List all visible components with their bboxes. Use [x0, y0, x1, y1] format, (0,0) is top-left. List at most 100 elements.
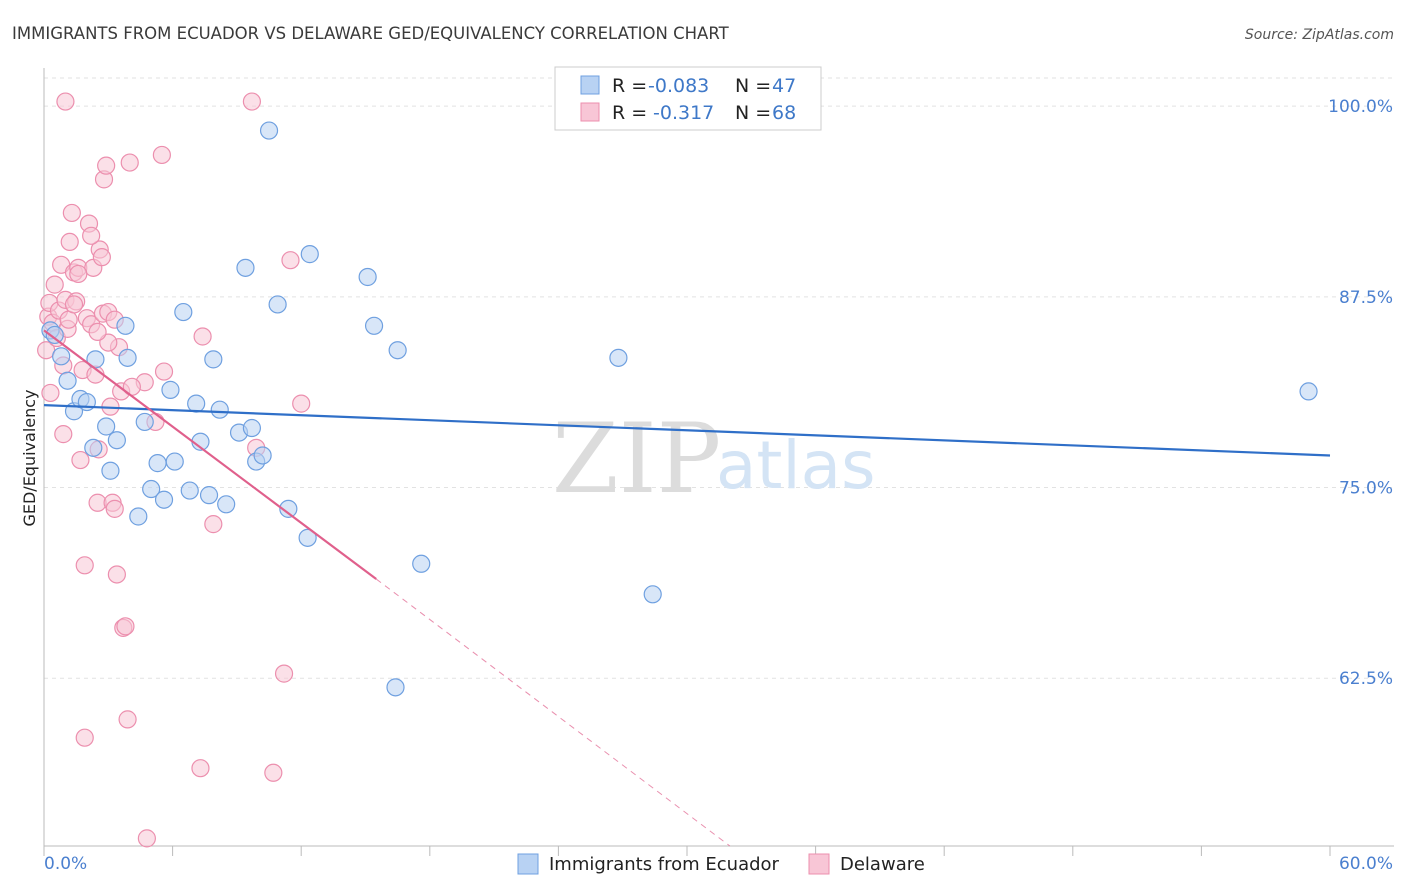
delaware-point-61: [82, 226, 101, 245]
x-axis-ticks: [43, 846, 1331, 856]
ecuador-point-15: [135, 412, 154, 432]
ecuador-point-16: [142, 479, 161, 499]
ecuador-point-30: [236, 258, 255, 277]
y-tick-label-3: 62.5%: [1339, 669, 1393, 689]
delaware-point-29: [92, 248, 111, 267]
ecuador-point-20: [165, 452, 184, 471]
stats-legend-n-label-ecuador: N =: [735, 75, 771, 97]
trend-lines: [43, 329, 1331, 847]
ecuador-point-36: [279, 499, 298, 518]
stats-legend-n-value-ecuador: 47: [772, 75, 796, 97]
ecuador-point-26: [204, 350, 223, 369]
stats-legend-swatch-delaware: [580, 102, 600, 122]
series-delaware-points: [37, 92, 311, 848]
delaware-trend-line: [43, 329, 377, 580]
delaware-point-43: [120, 153, 139, 172]
watermark-atlas: atlas: [716, 427, 876, 504]
bottom-legend-label-ecuador: Immigrants from Ecuador: [549, 854, 780, 875]
delaware-point-37: [107, 565, 126, 584]
delaware-point-42: [118, 710, 137, 729]
ecuador-point-44: [609, 348, 628, 367]
delaware-point-9: [54, 425, 73, 444]
ecuador-point-18: [154, 490, 174, 509]
stats-legend-r-value-delaware: -0.317: [653, 102, 714, 124]
ecuador-point-23: [187, 394, 206, 413]
delaware-point-55: [274, 664, 294, 683]
ecuador-point-3: [58, 371, 77, 390]
ecuador-point-7: [84, 438, 103, 457]
delaware-point-52: [242, 92, 262, 111]
stats-legend-swatch-ecuador: [580, 75, 600, 95]
ecuador-point-13: [118, 348, 137, 367]
delaware-point-36: [105, 499, 124, 518]
ecuador-point-35: [268, 295, 287, 314]
delaware-point-3: [41, 383, 60, 403]
chart-title: IMMIGRANTS FROM ECUADOR VS DELAWARE GED/…: [12, 24, 730, 43]
ecuador-point-33: [253, 446, 272, 465]
y-tick-label-0: 100.0%: [1328, 97, 1393, 117]
ecuador-point-22: [180, 481, 199, 500]
chart-source: Source: ZipAtlas.com: [1245, 27, 1394, 43]
y-tick-label-2: 75.0%: [1339, 479, 1393, 499]
gridlines: [44, 77, 1394, 679]
x-axis-tick-labels: 0.0% 60.0%: [44, 854, 1393, 874]
bottom-legend: Immigrants from Ecuador Delaware: [517, 853, 925, 875]
ecuador-point-45: [643, 585, 662, 604]
ecuador-point-14: [129, 507, 148, 526]
x-tick-label-1: 60.0%: [1339, 854, 1393, 874]
delaware-point-45: [137, 829, 156, 848]
ecuador-point-42: [388, 341, 407, 360]
ecuador-point-9: [97, 417, 116, 436]
delaware-point-58: [56, 92, 75, 111]
delaware-point-50: [193, 327, 212, 346]
ecuador-point-34: [259, 121, 279, 140]
watermark: ZIP atlas: [552, 403, 876, 515]
delaware-point-51: [204, 515, 223, 534]
stats-legend-r-label-ecuador: R =: [612, 75, 647, 97]
delaware-point-18: [71, 450, 90, 470]
delaware-point-65: [69, 264, 88, 284]
ecuador-point-28: [217, 495, 236, 514]
delaware-point-12: [59, 310, 78, 329]
ecuador-trend-line: [43, 404, 1331, 457]
ecuador-point-2: [52, 347, 71, 366]
ecuador-point-46: [1299, 382, 1318, 401]
delaware-trend-extension: [375, 578, 731, 847]
ecuador-point-39: [358, 267, 377, 287]
delaware-point-48: [154, 362, 174, 381]
delaware-point-49: [191, 759, 210, 778]
ecuador-point-37: [298, 528, 317, 547]
bottom-legend-swatch-ecuador: [517, 853, 539, 875]
delaware-point-60: [99, 333, 118, 352]
ecuador-point-1: [45, 325, 64, 345]
y-axis-label: GED/Equivalency: [20, 389, 39, 526]
delaware-point-66: [88, 322, 107, 342]
ecuador-point-43: [412, 554, 431, 573]
stats-legend-n-label-delaware: N =: [735, 102, 771, 124]
watermark-zip: ZIP: [552, 403, 721, 515]
ecuador-point-27: [210, 400, 229, 419]
bottom-legend-label-delaware: Delaware: [840, 854, 925, 875]
delaware-point-62: [64, 295, 84, 314]
ecuador-point-11: [107, 431, 126, 450]
delaware-point-47: [152, 145, 171, 165]
stats-legend-r-value-ecuador: -0.083: [648, 75, 709, 97]
bottom-legend-swatch-delaware: [808, 853, 830, 875]
stats-legend-r-label-delaware: R =: [612, 102, 647, 124]
ecuador-point-25: [199, 486, 219, 505]
ecuador-point-17: [148, 454, 167, 473]
y-tick-label-1: 87.5%: [1339, 288, 1393, 308]
ecuador-point-12: [116, 316, 135, 335]
delaware-point-20: [75, 556, 94, 575]
stats-legend: R = -0.083 N = 47 R = -0.317 N = 68: [554, 66, 822, 131]
delaware-point-5: [45, 275, 64, 294]
ecuador-point-41: [386, 678, 405, 697]
ecuador-point-21: [174, 302, 193, 322]
stats-legend-n-value-delaware: 68: [772, 102, 796, 124]
series-ecuador-points: [41, 121, 1318, 697]
ecuador-point-38: [300, 245, 319, 264]
ecuador-point-31: [242, 418, 262, 438]
ecuador-point-10: [101, 461, 120, 480]
delaware-point-57: [292, 394, 311, 413]
